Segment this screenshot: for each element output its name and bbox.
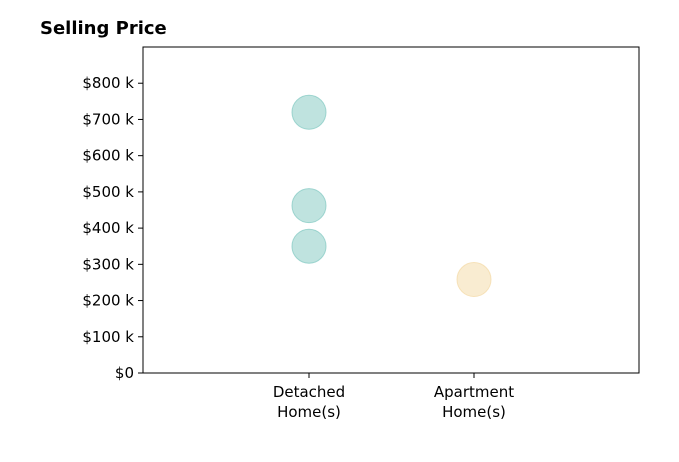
y-tick-label: $600 k	[82, 147, 134, 165]
x-tick-label: Home(s)	[442, 403, 506, 421]
data-point	[291, 188, 327, 224]
y-tick-label: $700 k	[82, 110, 134, 128]
y-tick-label: $300 k	[82, 255, 134, 273]
y-tick-label: $100 k	[82, 328, 134, 346]
y-tick-label: $500 k	[82, 183, 134, 201]
x-tick-label: Home(s)	[277, 403, 341, 421]
x-tick-label: Apartment	[434, 383, 514, 401]
y-tick-label: $200 k	[82, 292, 134, 310]
data-point	[456, 262, 492, 298]
y-tick-label: $800 k	[82, 74, 134, 92]
data-point	[291, 94, 327, 130]
y-tick-label: $400 k	[82, 219, 134, 237]
x-tick-label: Detached	[273, 383, 345, 401]
plot-frame	[142, 46, 640, 374]
plot-area: $0 $100 k $200 k $300 k $400 k $500 k $600 k $7…	[82, 46, 640, 421]
y-tick-label: $0	[115, 364, 134, 382]
chart-title: Selling Price	[40, 18, 167, 39]
data-point	[291, 228, 327, 264]
